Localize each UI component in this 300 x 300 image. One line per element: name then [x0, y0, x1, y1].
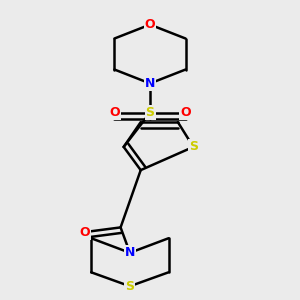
Text: S: S — [125, 280, 134, 293]
Text: O: O — [145, 18, 155, 31]
Text: O: O — [180, 106, 191, 119]
Text: N: N — [125, 246, 135, 259]
Text: S: S — [189, 140, 198, 153]
Text: S: S — [146, 106, 154, 119]
Text: O: O — [80, 226, 90, 238]
Text: N: N — [145, 77, 155, 90]
Text: O: O — [109, 106, 120, 119]
